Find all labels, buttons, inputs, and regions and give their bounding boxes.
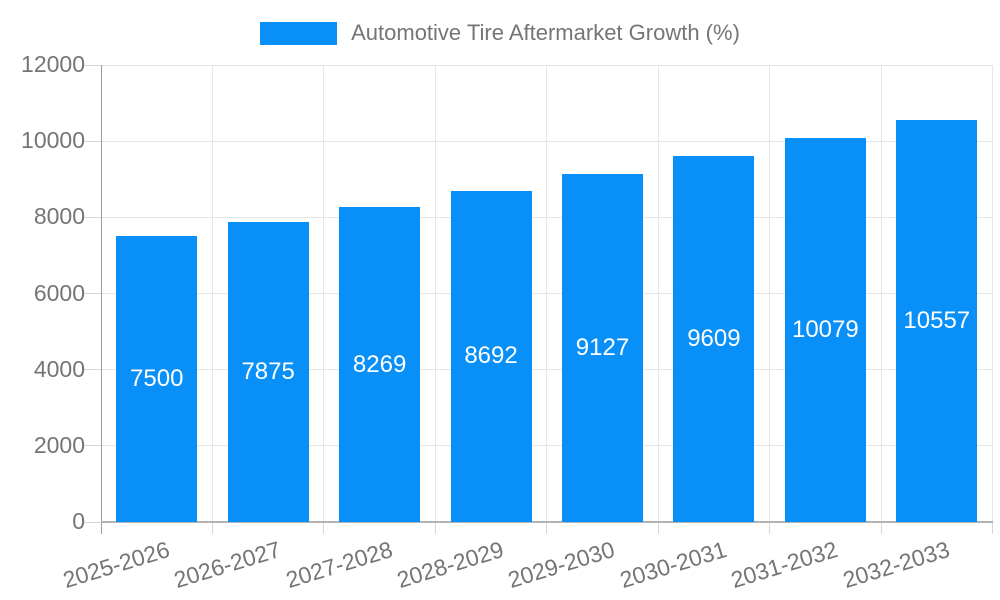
- gridline-vertical: [657, 65, 659, 522]
- y-axis-tick: [84, 445, 101, 447]
- y-axis-tick: [84, 369, 101, 371]
- gridline-vertical: [546, 65, 548, 522]
- x-axis-tick: [211, 522, 213, 534]
- y-tick-label: 0: [72, 508, 85, 534]
- x-axis-tick: [769, 522, 771, 534]
- legend: Automotive Tire Aftermarket Growth (%): [0, 18, 1000, 48]
- x-axis-tick: [657, 522, 659, 534]
- gridline-vertical: [880, 65, 882, 522]
- bar[interactable]: [561, 174, 643, 522]
- y-tick-label: 8000: [33, 203, 85, 230]
- y-axis-tick: [84, 521, 101, 523]
- gridline-vertical: [769, 65, 771, 522]
- bar[interactable]: [673, 156, 755, 522]
- y-tick-label: 6000: [33, 279, 85, 306]
- bar[interactable]: [339, 207, 421, 522]
- y-axis-tick: [84, 64, 101, 66]
- bar[interactable]: [116, 236, 198, 522]
- y-tick-label: 4000: [33, 355, 85, 382]
- gridline-vertical: [323, 65, 325, 522]
- gridline-vertical: [992, 65, 993, 522]
- x-axis-tick: [880, 522, 882, 534]
- bar[interactable]: [450, 190, 532, 522]
- bar[interactable]: [784, 138, 866, 522]
- y-axis-line: [100, 65, 102, 534]
- x-axis-tick: [992, 522, 993, 534]
- x-axis-baseline: [101, 521, 993, 523]
- legend-swatch: [260, 21, 338, 45]
- bar[interactable]: [227, 222, 309, 522]
- x-axis-tick: [546, 522, 548, 534]
- gridline-horizontal: [101, 64, 993, 66]
- y-tick-label: 12000: [21, 51, 85, 77]
- y-axis-tick: [84, 293, 101, 294]
- legend-label: Automotive Tire Aftermarket Growth (%): [351, 20, 740, 45]
- y-axis-tick: [84, 140, 101, 142]
- y-tick-label: 2000: [33, 431, 85, 458]
- x-axis-tick: [323, 522, 325, 534]
- gridline-vertical: [211, 65, 213, 522]
- x-axis-tick: [434, 522, 436, 534]
- y-axis-tick: [84, 216, 101, 218]
- y-tick-label: 10000: [21, 127, 85, 154]
- bar[interactable]: [896, 119, 978, 522]
- gridline-vertical: [434, 65, 436, 522]
